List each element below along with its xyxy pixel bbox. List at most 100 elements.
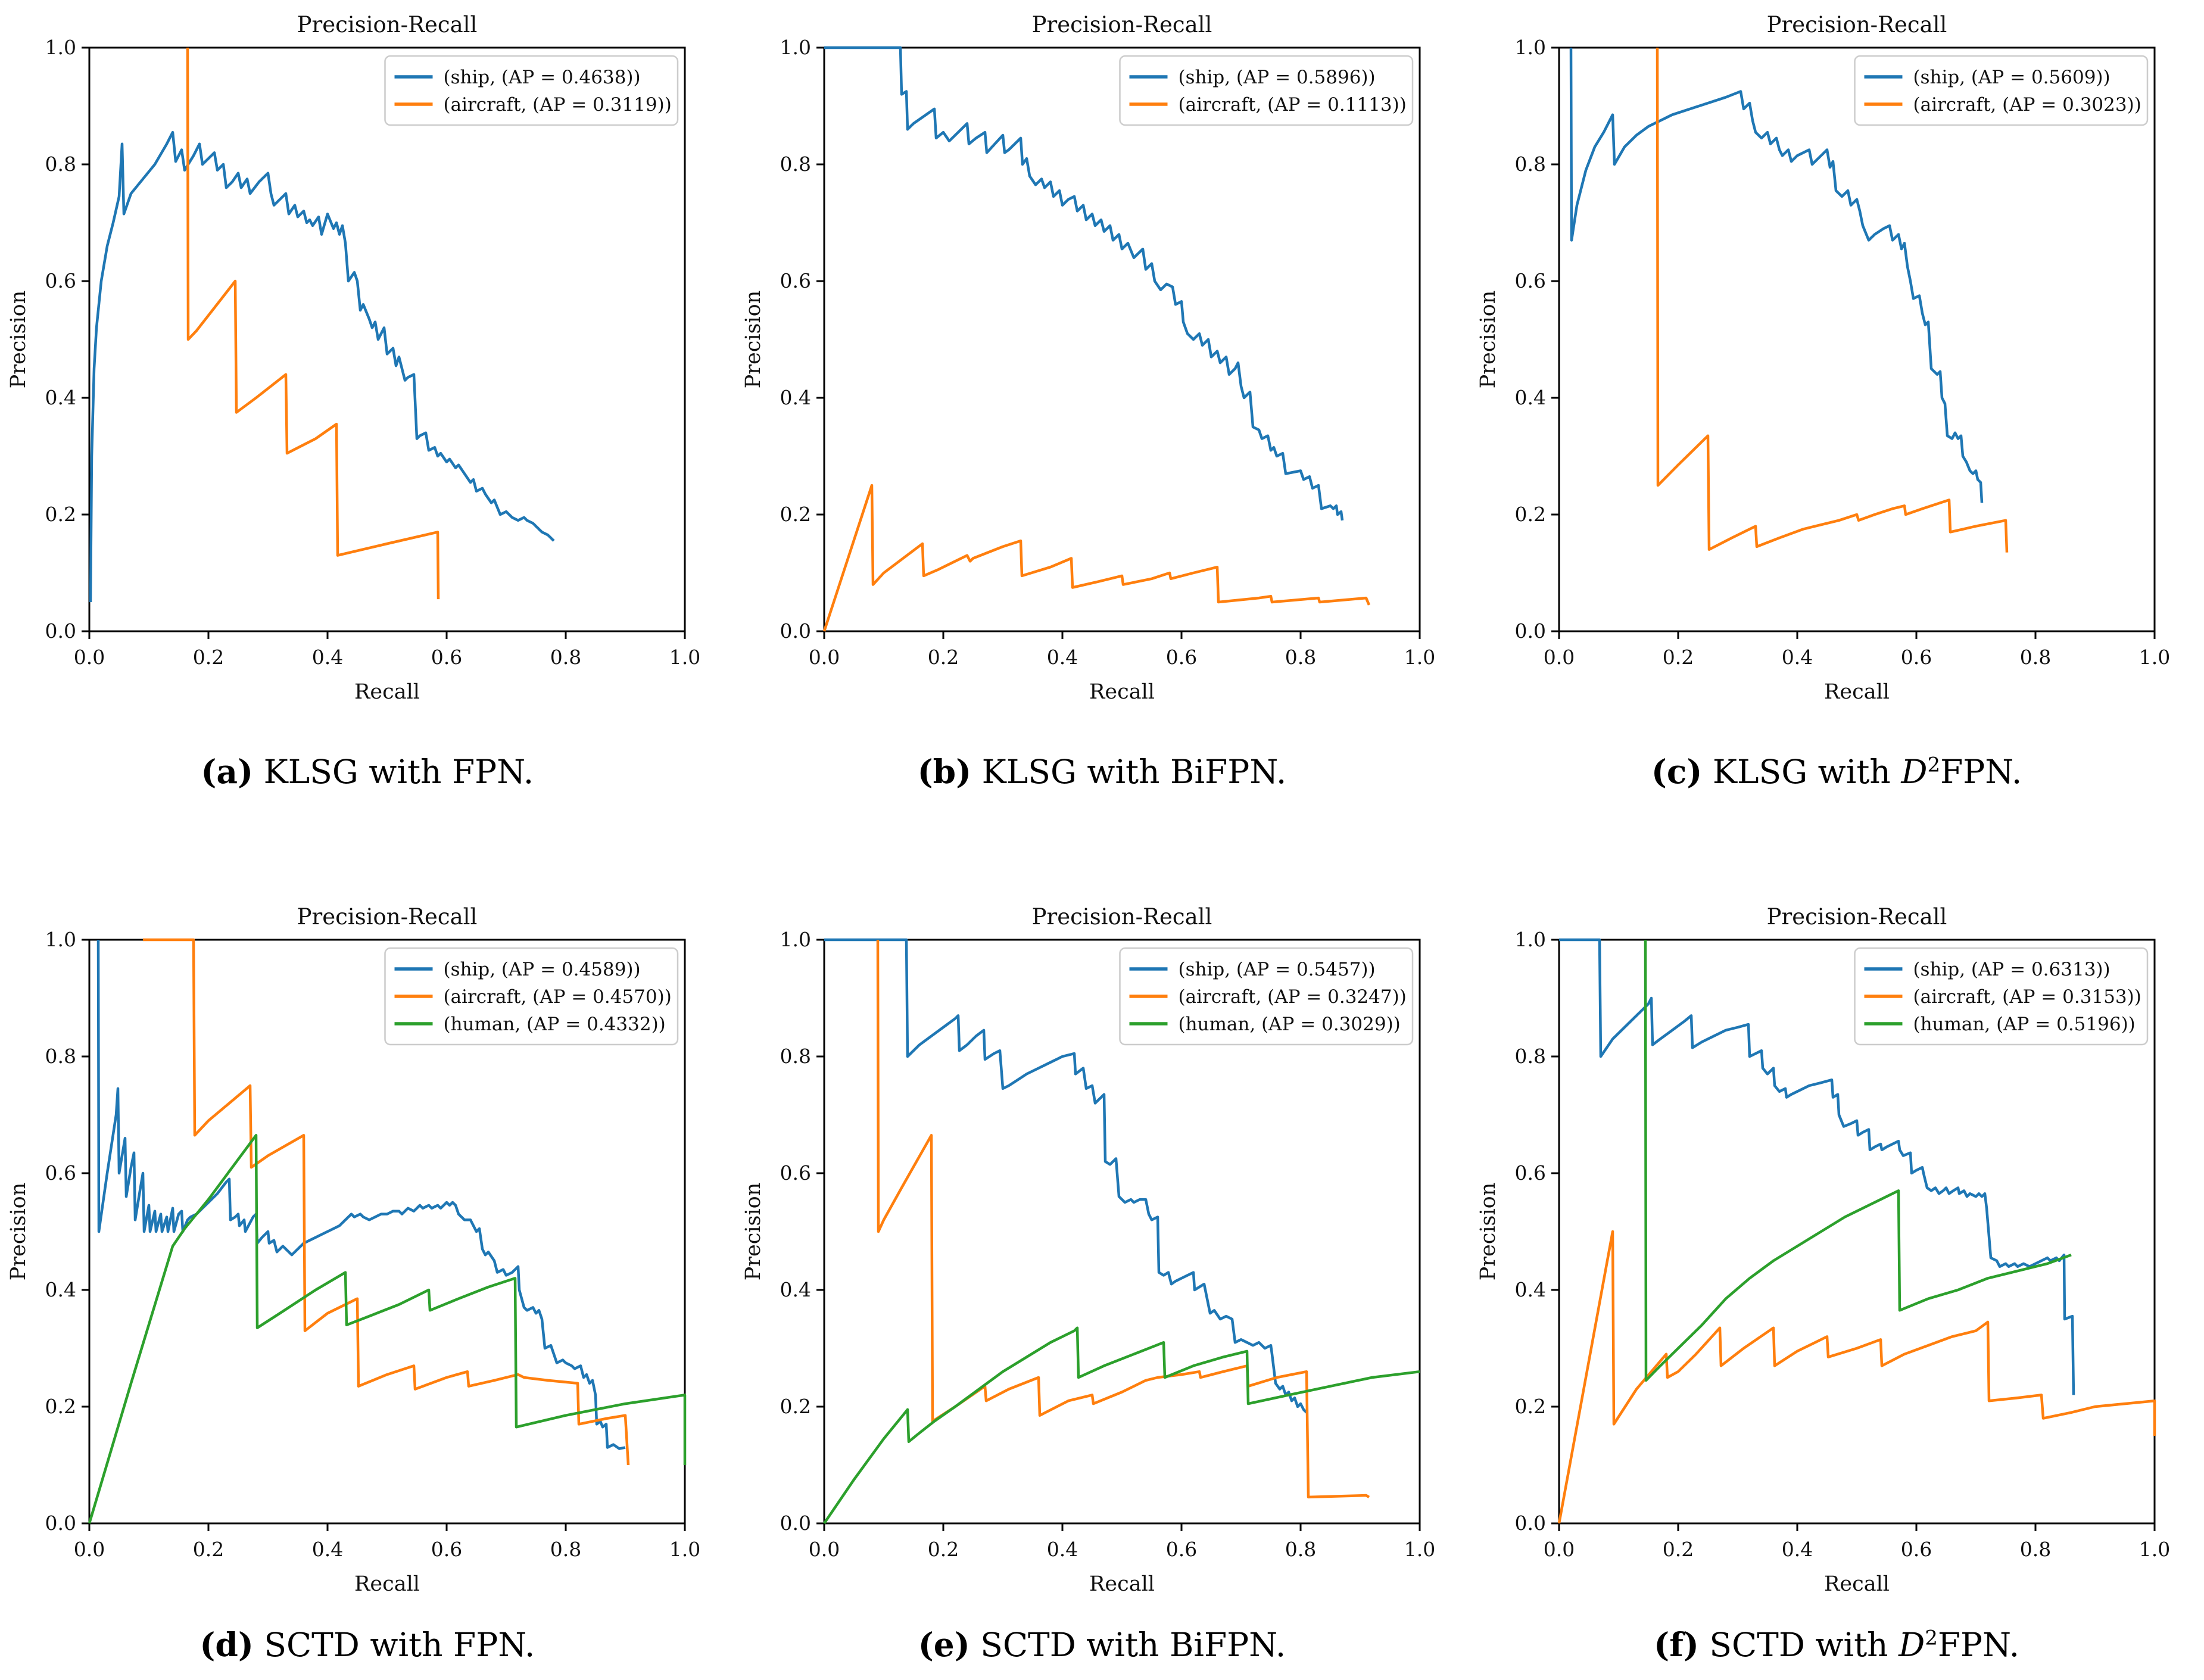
legend: (ship, (AP = 0.5457)) (aircraft, (AP = 0.… xyxy=(1119,947,1414,1046)
pr-curve-ship xyxy=(1558,938,2075,1395)
x-tick-label: 1.0 xyxy=(1404,1538,1435,1561)
legend-label-ship: (ship, (AP = 0.4638)) xyxy=(444,67,641,88)
x-tick-label: 0.8 xyxy=(2019,1538,2050,1561)
y-tick-label: 0.2 xyxy=(45,1395,76,1418)
x-axis-label: Recall xyxy=(354,680,420,704)
legend-box xyxy=(1853,947,2148,1046)
x-tick-label: 0.6 xyxy=(1166,1538,1197,1561)
chart-title: Precision-Recall xyxy=(1766,904,1947,930)
y-tick-label: 0.6 xyxy=(45,269,76,292)
x-tick-label: 0.2 xyxy=(193,646,224,669)
x-tick-label: 0.8 xyxy=(1285,646,1316,669)
x-tick-label: 0.8 xyxy=(1285,1538,1316,1561)
legend-box xyxy=(1119,55,1414,126)
x-tick-label: 0.2 xyxy=(1662,646,1693,669)
subplot-f: Precision-Recall 0.0 0.2 0.4 0.6 0.8 1.0 0.0 0.2… xyxy=(1469,898,2204,1619)
legend-label-aircraft: (aircraft, (AP = 0.1113)) xyxy=(1178,94,1406,116)
y-tick-label: 1.0 xyxy=(1514,36,1545,59)
y-tick-label: 0.6 xyxy=(1514,1161,1545,1185)
caption-text: SCTD with FPN. xyxy=(253,1626,535,1664)
x-tick-label: 0.4 xyxy=(312,646,343,669)
pr-curve-aircraft xyxy=(1656,47,2008,553)
y-tick-label: 0.2 xyxy=(780,1395,811,1418)
legend-label-human: (human, (AP = 0.5196)) xyxy=(1913,1014,2135,1035)
chart-c: Precision-Recall 0.0 0.2 0.4 0.6 0.8 1.0 0.0 0.2… xyxy=(1470,6,2204,727)
legend: (ship, (AP = 0.4589)) (aircraft, (AP = 0.… xyxy=(384,947,679,1046)
caption-label: (c) xyxy=(1651,752,1703,791)
x-axis-label: Recall xyxy=(1824,1572,1890,1596)
caption-f: (f) SCTD with D2FPN. xyxy=(1654,1626,2019,1664)
y-tick-label: 0.0 xyxy=(780,619,811,643)
legend: (ship, (AP = 0.5896)) (aircraft, (AP = 0.… xyxy=(1119,55,1414,126)
pr-chart-d: Precision-Recall 0.0 0.2 0.4 0.6 0.8 1.0 0.0 0.2… xyxy=(7,904,700,1596)
x-tick-label: 1.0 xyxy=(2138,1538,2169,1561)
y-tick-label: 0.4 xyxy=(1514,1278,1545,1301)
x-axis-label: Recall xyxy=(1089,680,1155,704)
axes-frame xyxy=(823,46,1421,632)
y-tick-label: 0.0 xyxy=(45,619,76,643)
caption-text: SCTD with xyxy=(1698,1626,1899,1664)
y-tick-label: 0.4 xyxy=(780,1278,811,1301)
legend-label-aircraft: (aircraft, (AP = 0.3023)) xyxy=(1913,94,2141,116)
caption-cell-c: (c) KLSG with D2FPN. xyxy=(1469,727,2204,898)
y-tick-label: 0.4 xyxy=(45,386,76,409)
y-tick-label: 0.0 xyxy=(45,1511,76,1535)
legend-label-human: (human, (AP = 0.3029)) xyxy=(1178,1014,1400,1035)
y-tick-label: 0.6 xyxy=(780,269,811,292)
y-tick-label: 0.4 xyxy=(45,1278,76,1301)
legend-label-aircraft: (aircraft, (AP = 0.4570)) xyxy=(444,986,672,1008)
pr-curve-ship xyxy=(97,939,626,1450)
y-tick-label: 1.0 xyxy=(780,928,811,951)
y-tick-label: 1.0 xyxy=(45,36,76,59)
y-tick-label: 0.2 xyxy=(1514,1395,1545,1418)
y-axis-label: Precision xyxy=(1476,1183,1500,1281)
x-tick-label: 0.4 xyxy=(1781,646,1812,669)
axes-frame xyxy=(1558,46,2156,632)
x-tick-label: 0.0 xyxy=(1543,1538,1574,1561)
pr-chart-e: Precision-Recall 0.0 0.2 0.4 0.6 0.8 1.0 0.0 0.2… xyxy=(741,904,1435,1596)
subplot-e: Precision-Recall 0.0 0.2 0.4 0.6 0.8 1.0 0.0 0.2… xyxy=(735,898,1470,1619)
legend-label-ship: (ship, (AP = 0.5896)) xyxy=(1178,67,1375,88)
y-tick-label: 0.4 xyxy=(780,386,811,409)
x-tick-label: 0.4 xyxy=(1047,646,1078,669)
axes-frame xyxy=(1558,939,2156,1525)
y-tick-label: 0.0 xyxy=(1514,619,1545,643)
axes-frame xyxy=(823,939,1421,1525)
legend-box xyxy=(1853,55,2148,126)
x-tick-label: 0.0 xyxy=(74,646,105,669)
pr-curve-human xyxy=(823,1326,1420,1525)
y-tick-label: 0.8 xyxy=(780,1045,811,1068)
caption-text: SCTD with BiFPN. xyxy=(969,1626,1286,1664)
y-tick-label: 1.0 xyxy=(1514,928,1545,951)
chart-title: Precision-Recall xyxy=(1032,904,1212,930)
subplot-d: Precision-Recall 0.0 0.2 0.4 0.6 0.8 1.0 0.0 0.2… xyxy=(0,898,735,1619)
x-tick-label: 0.0 xyxy=(74,1538,105,1561)
caption-text: KLSG with FPN. xyxy=(253,753,534,791)
caption-label: (a) xyxy=(201,752,254,791)
y-tick-label: 0.6 xyxy=(1514,269,1545,292)
chart-f: Precision-Recall 0.0 0.2 0.4 0.6 0.8 1.0 0.0 0.2… xyxy=(1470,898,2204,1619)
x-tick-label: 0.0 xyxy=(809,646,840,669)
x-tick-label: 0.4 xyxy=(1047,1538,1078,1561)
caption-superscript: 2 xyxy=(1927,753,1941,777)
y-tick-label: 1.0 xyxy=(45,928,76,951)
x-tick-label: 0.2 xyxy=(928,1538,959,1561)
x-tick-label: 0.6 xyxy=(1900,646,1931,669)
caption-cell-e: (e) SCTD with BiFPN. xyxy=(735,1619,1470,1680)
x-tick-label: 1.0 xyxy=(669,1538,700,1561)
pr-curve-ship xyxy=(824,46,1344,521)
y-tick-label: 0.0 xyxy=(1514,1511,1545,1535)
x-tick-label: 0.2 xyxy=(928,646,959,669)
legend-label-ship: (ship, (AP = 0.6313)) xyxy=(1913,959,2110,980)
x-axis-label: Recall xyxy=(1089,1572,1155,1596)
y-tick-label: 0.2 xyxy=(780,503,811,526)
y-tick-label: 0.8 xyxy=(1514,1045,1545,1068)
caption-formula: D xyxy=(1899,1626,1925,1664)
x-tick-label: 0.0 xyxy=(1543,646,1574,669)
caption-label: (e) xyxy=(918,1625,970,1664)
caption-text-tail: FPN. xyxy=(1937,1626,2020,1664)
x-tick-label: 0.4 xyxy=(312,1538,343,1561)
legend-label-ship: (ship, (AP = 0.5609)) xyxy=(1913,67,2110,88)
axes-frame xyxy=(88,46,686,632)
